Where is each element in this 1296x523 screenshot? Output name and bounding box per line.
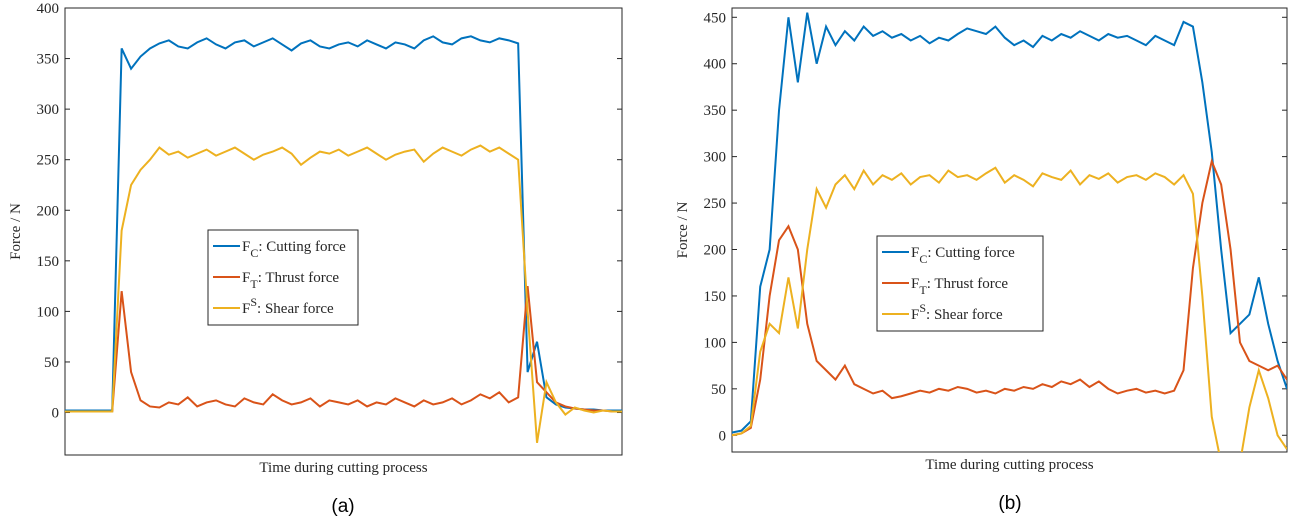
plot-area [731,7,1288,453]
y-axis-label: Force / N [675,202,691,259]
y-tick-label: 400 [704,57,727,73]
y-tick-label: 250 [37,153,60,169]
x-axis-label: Time during cutting process [925,457,1093,473]
legend-label: FS: Shear force [242,295,334,317]
y-tick-label: 300 [704,150,727,166]
y-tick-label: 200 [704,243,727,259]
legend-label: FC: Cutting force [911,245,1015,266]
data-line [732,157,1287,437]
y-tick-label: 100 [37,304,60,320]
y-tick-label: 450 [704,10,727,26]
x-axis-label: Time during cutting process [259,460,427,476]
y-tick-label: 150 [704,289,727,305]
chart: 0 50 100 150 200 250 300 350 400 Force / N Time du… [8,1,623,517]
legend-label: FC: Cutting force [242,239,346,260]
y-tick-label: 0 [52,406,60,422]
legend-label: FT: Thrust force [242,270,339,291]
data-line [732,166,1287,452]
data-line [65,144,622,444]
y-tick-label: 300 [37,102,60,118]
y-tick-label: 150 [37,254,60,270]
y-tick-label: 100 [704,335,727,351]
y-tick-label: 50 [44,355,59,371]
caption: (a) [331,496,354,517]
legend-label: FT: Thrust force [911,276,1008,297]
legend-label: FS: Shear force [911,301,1003,323]
data-line [65,286,622,413]
y-tick-label: 250 [704,196,727,212]
y-axis-label: Force / N [8,203,24,260]
y-tick-label: 350 [704,103,727,119]
data-line [732,12,1287,434]
y-tick-label: 350 [37,52,60,68]
data-line [65,35,622,412]
y-tick-label: 200 [37,203,60,219]
caption: (b) [998,493,1021,514]
y-tick-label: 50 [711,382,726,398]
chart: 0 50 100 150 200 250 300 350 400 450 Force / N Time… [675,7,1288,514]
y-tick-label: 0 [719,428,727,444]
y-tick-label: 400 [37,1,60,17]
